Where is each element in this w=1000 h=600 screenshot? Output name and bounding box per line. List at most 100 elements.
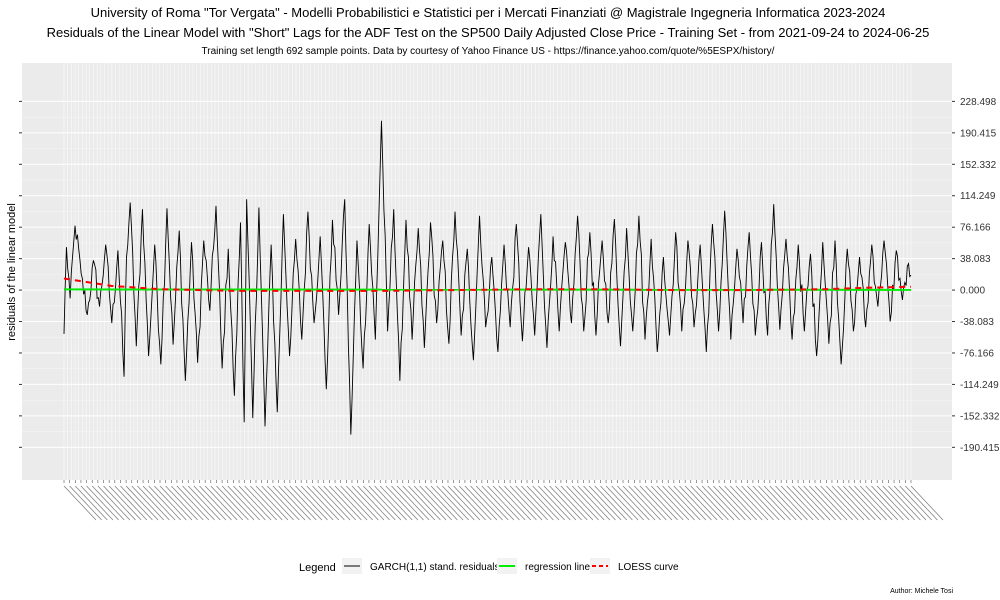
x-tick-label-mark	[379, 485, 413, 521]
x-tick-label-mark	[622, 485, 656, 521]
x-tick-label-mark	[419, 485, 452, 521]
x-tick-label-mark	[408, 485, 441, 521]
x-tick-label-mark	[204, 485, 238, 521]
x-tick-label-mark	[775, 485, 808, 521]
x-tick-label-mark	[289, 485, 323, 521]
y-tick-label: -152.332	[960, 411, 1000, 422]
x-tick-label-mark	[329, 485, 362, 521]
x-tick-label-mark	[334, 485, 368, 521]
x-tick-label-mark	[114, 485, 148, 521]
y-tick-label: 228.498	[960, 97, 997, 108]
y-tick-label: 76.166	[960, 223, 991, 234]
y-tick-label: 0.000	[960, 286, 985, 297]
x-tick-label-mark	[86, 485, 119, 521]
x-tick-label-mark	[504, 485, 537, 521]
author-credit: Author: Michele Tosi	[890, 588, 953, 595]
x-tick-label-mark	[142, 485, 176, 521]
y-axis-label: residuals of the linear model	[6, 203, 18, 341]
x-tick-label-mark	[803, 485, 836, 521]
x-tick-label-mark	[820, 485, 853, 521]
chart-caption: Training set length 692 sample points. D…	[202, 46, 775, 57]
y-tick-label: 152.332	[960, 160, 997, 171]
x-tick-label-mark	[125, 485, 159, 521]
y-tick-label: 190.415	[960, 128, 997, 139]
x-tick-label-mark	[425, 485, 458, 521]
x-tick-label-mark	[323, 485, 357, 521]
x-tick-label-mark	[91, 485, 125, 521]
x-tick-label-mark	[154, 485, 187, 521]
x-tick-label-mark	[871, 485, 904, 521]
x-tick-label-mark	[97, 485, 131, 521]
x-tick-label-mark	[261, 485, 294, 521]
x-tick-label-mark	[662, 485, 695, 521]
x-tick-label-mark	[453, 485, 486, 521]
x-tick-label-mark	[605, 485, 639, 521]
x-tick-label-mark	[758, 485, 791, 521]
x-tick-label-mark	[673, 485, 707, 521]
legend: Legend GARCH(1,1) stand. residuals regres…	[299, 558, 679, 574]
x-tick-label-mark	[639, 485, 673, 521]
plot-background	[22, 63, 952, 480]
chart-title: University of Roma "Tor Vergata" - Model…	[91, 5, 886, 20]
x-tick-label-mark	[769, 485, 803, 521]
x-tick-label-mark	[238, 485, 272, 521]
x-tick-label-mark	[340, 485, 373, 521]
x-tick-label-mark	[882, 485, 916, 521]
x-tick-label-mark	[80, 485, 114, 521]
x-tick-label-mark	[498, 485, 532, 521]
x-tick-label-mark	[831, 485, 865, 521]
y-tick-label: -38.083	[960, 317, 994, 328]
x-tick-label-mark	[763, 485, 797, 521]
x-tick-label-mark	[634, 485, 667, 521]
x-tick-label-mark	[346, 485, 379, 521]
x-tick-label-mark	[741, 485, 774, 521]
x-tick-label-mark	[436, 485, 469, 521]
x-tick-label-mark	[888, 485, 921, 521]
x-tick-label-mark	[893, 485, 927, 521]
x-tick-label-mark	[549, 485, 582, 521]
x-tick-label-mark	[295, 485, 328, 521]
x-tick-label-mark	[363, 485, 396, 521]
x-tick-label-mark	[470, 485, 503, 521]
x-tick-label-mark	[588, 485, 622, 521]
x-tick-label-mark	[690, 485, 724, 521]
x-tick-label-mark	[306, 485, 340, 521]
x-tick-label-mark	[679, 485, 712, 521]
x-tick-label-mark	[69, 485, 102, 521]
x-tick-label-mark	[312, 485, 345, 521]
x-tick-label-mark	[684, 485, 718, 521]
x-tick-label-mark	[650, 485, 684, 521]
x-tick-label-mark	[532, 485, 565, 521]
x-tick-label-mark	[543, 485, 577, 521]
x-tick-label-mark	[103, 485, 136, 521]
x-tick-label-mark	[227, 485, 261, 521]
x-tick-label-mark	[656, 485, 690, 521]
x-tick-label-mark	[707, 485, 740, 521]
x-tick-label-mark	[278, 485, 311, 521]
x-tick-label-mark	[244, 485, 277, 521]
y-tick-label: -190.415	[960, 443, 1000, 454]
x-tick-label-mark	[233, 485, 266, 521]
x-tick-label-mark	[391, 485, 424, 521]
x-tick-label-mark	[447, 485, 481, 521]
x-tick-label-mark	[210, 485, 244, 521]
x-tick-label-mark	[317, 485, 351, 521]
x-tick-label-mark	[600, 485, 633, 521]
x-tick-label-mark	[617, 485, 650, 521]
x-tick-label-mark	[560, 485, 594, 521]
legend-entries: GARCH(1,1) stand. residuals regression li…	[342, 558, 679, 574]
x-tick-label-mark	[221, 485, 255, 521]
x-tick-label-mark	[413, 485, 447, 521]
x-tick-label-mark	[165, 485, 198, 521]
x-tick-label-mark	[859, 485, 893, 521]
x-tick-label-mark	[487, 485, 520, 521]
x-tick-label-mark	[120, 485, 153, 521]
x-tick-label-mark	[814, 485, 848, 521]
series-layer	[63, 120, 912, 435]
x-tick-label-mark	[402, 485, 436, 521]
x-tick-label-mark	[910, 485, 944, 521]
x-tick-label-mark	[521, 485, 554, 521]
grid-major-y	[22, 100, 952, 448]
x-tick-label-mark	[826, 485, 859, 521]
x-tick-label-mark	[131, 485, 165, 521]
